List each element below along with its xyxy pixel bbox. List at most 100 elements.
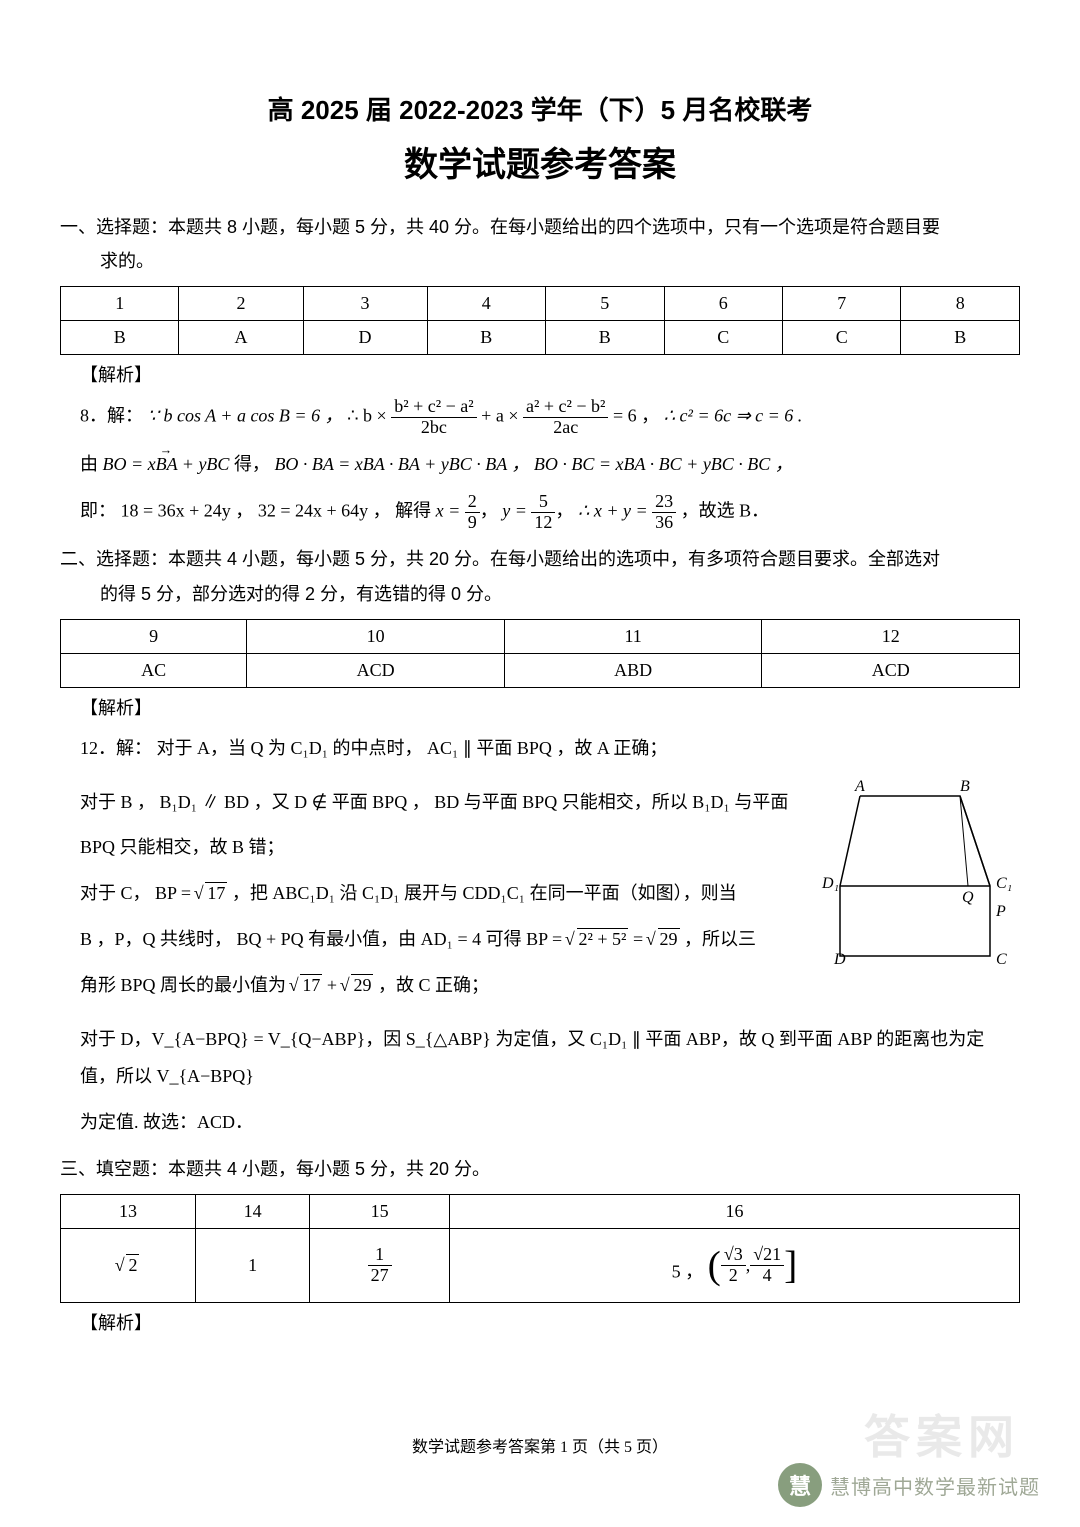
radicand: 17: [205, 882, 227, 903]
col-num: 5: [546, 287, 664, 321]
section2-answer-table: 9 10 11 12 AC ACD ABD ACD: [60, 619, 1020, 688]
frac-den: 36: [652, 513, 676, 533]
watermark-text: 慧博高中数学最新试题: [830, 1471, 1040, 1500]
fraction: b² + c² − a² 2bc: [391, 397, 476, 438]
sqrt-icon: 2² + 5²: [567, 921, 629, 959]
section1-answer-table: 1 2 3 4 5 6 7 8 B A D B B C C B: [60, 286, 1020, 355]
lead: 即：: [80, 500, 116, 520]
frac-num: 5: [531, 492, 555, 513]
radicand: 2² + 5²: [577, 928, 629, 949]
answer-cell: B: [901, 321, 1020, 355]
sqrt-icon: 17: [196, 875, 228, 913]
exam-header-line1: 高 2025 届 2022-2023 学年（下）5 月名校联考: [60, 90, 1020, 127]
answer-cell: B: [546, 321, 664, 355]
q8-given: ∵ b cos A + a cos B = 6 ，: [148, 406, 343, 426]
mid: 得，: [234, 454, 270, 474]
q8-line3: 即： 18 = 36x + 24y ， 32 = 24x + 64y ， 解得 …: [80, 492, 1020, 533]
q8-th1: ∴ b ×: [347, 406, 387, 426]
label-C: C: [996, 951, 1007, 968]
answer-cell: ABD: [504, 653, 762, 687]
table-row: 1 2 3 4 5 6 7 8: [61, 287, 1020, 321]
fraction: 1 27: [368, 1245, 392, 1286]
col-num: 4: [427, 287, 545, 321]
geometry-diagram: A B C₁ P C D D₁ Q: [820, 776, 1020, 976]
q12-B1: 对于 B ， B₁D₁ ∥ BD ，又 D ∉ 平面 BPQ ， BD 与平面 …: [80, 784, 810, 822]
q12-A: 12．解： 对于 A，当 Q 为 C₁D₁ 的中点时， AC₁ ∥ 平面 BPQ…: [80, 730, 1020, 768]
q12-B2: BPQ 只能相交，故 B 错；: [80, 829, 810, 867]
q12-B1-text: 对于 B ， B₁D₁ ∥ BD ，又 D ∉ 平面 BPQ ， BD 与平面 …: [80, 792, 788, 812]
table-row: B A D B B C C B: [61, 321, 1020, 355]
page-footer: 数学试题参考答案第 1 页（共 5 页）: [0, 1433, 1080, 1457]
table-row: AC ACD ABD ACD: [61, 653, 1020, 687]
lparen-icon: (: [708, 1250, 721, 1282]
section2-heading-b: 的得 5 分，部分选对的得 2 分，有选错的得 0 分。: [60, 584, 502, 604]
q12-D1: 对于 D，V_{A−BPQ} = V_{Q−ABP}，因 S_{△ABP} 为定…: [80, 1021, 1020, 1097]
interval: ( √3 2 , √21 4 ]: [708, 1245, 798, 1286]
c2b: ，所以三: [684, 929, 756, 949]
analysis-label: 【解析】: [80, 361, 1020, 387]
sum-eq: ∴ x + y =: [578, 500, 648, 520]
vec-eq3: BO · BC = xBA · BC + yBC · BC ，: [534, 454, 793, 474]
y-eq: y =: [502, 500, 527, 520]
c1a: 对于 C， BP =: [80, 883, 196, 903]
frac-den: 27: [368, 1266, 392, 1286]
q12-prefix: 12．解：: [80, 738, 152, 758]
table-row: 9 10 11 12: [61, 619, 1020, 653]
section1-heading-b: 求的。: [60, 251, 154, 271]
col-num: 10: [247, 619, 505, 653]
answer-cell: ACD: [762, 653, 1020, 687]
page: 答案网 高 2025 届 2022-2023 学年（下）5 月名校联考 数学试题…: [0, 0, 1080, 1527]
section3-answer-table: 13 14 15 16 2 1 1 27 5 ， ( √3: [60, 1194, 1020, 1303]
frac-den: 2: [721, 1266, 746, 1286]
answer-cell: D: [303, 321, 427, 355]
x-eq: x =: [436, 500, 461, 520]
plus: + a ×: [481, 406, 518, 426]
q12-D2-text: 为定值. 故选：ACD．: [80, 1112, 253, 1132]
sqrt-icon: 2: [117, 1255, 140, 1276]
answer-cell-15: 1 27: [310, 1229, 450, 1303]
watermark-icon: 慧: [778, 1463, 822, 1507]
fraction: √3 2: [721, 1245, 746, 1286]
answer-cell: C: [783, 321, 901, 355]
label-D1: D₁: [821, 875, 839, 892]
label-Q: Q: [962, 889, 974, 906]
ans16a: 5 ，: [672, 1262, 704, 1282]
answer-cell: B: [427, 321, 545, 355]
frac-den: 2ac: [523, 418, 608, 438]
q12-A-text: 对于 A，当 Q 为 C₁D₁ 的中点时， AC₁ ∥ 平面 BPQ ，故 A …: [157, 738, 668, 758]
answer-cell: C: [664, 321, 782, 355]
fraction: 23 36: [652, 492, 676, 533]
eq6: = 6 ，: [613, 406, 659, 426]
q8-solution: 8．解： ∵ b cos A + a cos B = 6 ， ∴ b × b² …: [80, 397, 1020, 438]
solve: 解得: [395, 500, 436, 520]
table-row: 13 14 15 16: [61, 1195, 1020, 1229]
col-num: 7: [783, 287, 901, 321]
col-num: 15: [310, 1195, 450, 1229]
section1-heading: 一、选择题：本题共 8 小题，每小题 5 分，共 40 分。在每小题给出的四个选…: [60, 210, 1020, 278]
section3-heading: 三、填空题：本题共 4 小题，每小题 5 分，共 20 分。: [60, 1152, 1020, 1186]
sqrt-icon: 29: [342, 967, 374, 1005]
fraction: 2 9: [465, 492, 480, 533]
eqB: 32 = 24x + 64y ，: [258, 500, 391, 520]
q12-D2: 为定值. 故选：ACD．: [80, 1104, 1020, 1142]
radicand: 29: [658, 928, 680, 949]
frac-num: a² + c² − b²: [523, 397, 608, 418]
frac-num: 1: [368, 1245, 392, 1266]
c3a: 角形 BPQ 周长的最小值为: [80, 975, 291, 995]
col-num: 16: [449, 1195, 1019, 1229]
fraction: √21 4: [750, 1245, 784, 1286]
q12-C3: 角形 BPQ 周长的最小值为 17 + 29 ，故 C 正确；: [80, 967, 810, 1005]
label-A: A: [854, 778, 865, 795]
col-num: 13: [61, 1195, 196, 1229]
frac-den: 2bc: [391, 418, 476, 438]
frac-num: 23: [652, 492, 676, 513]
col-num: 2: [179, 287, 303, 321]
answer-cell: B: [61, 321, 179, 355]
exam-header-line2: 数学试题参考答案: [60, 137, 1020, 186]
section2-heading: 二、选择题：本题共 4 小题，每小题 5 分，共 20 分。在每小题给出的选项中…: [60, 542, 1020, 610]
label-D: D: [833, 951, 846, 968]
frac-den: 4: [750, 1266, 784, 1286]
rbracket-icon: ]: [784, 1250, 797, 1282]
analysis-label: 【解析】: [80, 694, 1020, 720]
answer-cell-13: 2: [61, 1229, 196, 1303]
